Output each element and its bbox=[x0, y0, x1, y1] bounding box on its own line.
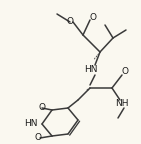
Text: O: O bbox=[67, 18, 73, 26]
Text: O: O bbox=[122, 67, 128, 75]
Text: O: O bbox=[35, 133, 41, 143]
Text: HN: HN bbox=[84, 66, 98, 74]
Text: O: O bbox=[90, 13, 96, 21]
Text: HN: HN bbox=[25, 120, 38, 128]
Text: O: O bbox=[38, 104, 46, 112]
Text: NH: NH bbox=[115, 100, 129, 108]
